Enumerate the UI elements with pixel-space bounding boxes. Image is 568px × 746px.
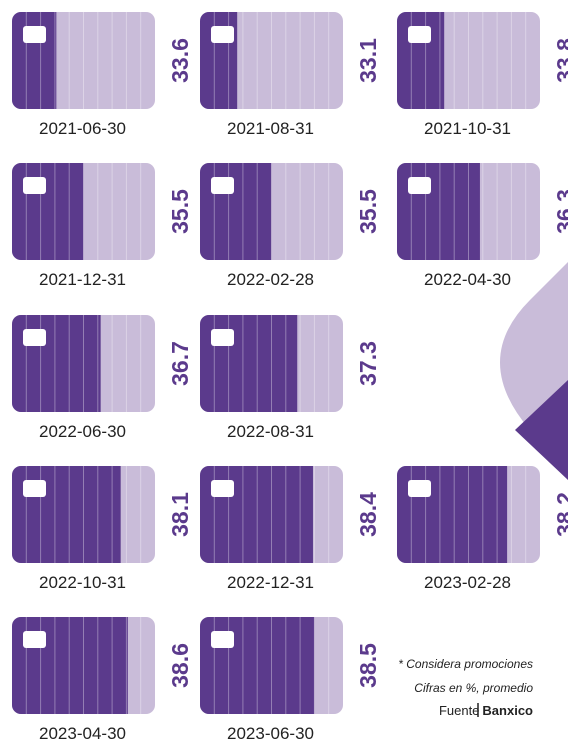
x-tick-label: 2021-12-31: [39, 270, 126, 289]
x-tick-label: 2023-04-30: [39, 724, 126, 743]
value-label: 35.5: [355, 189, 381, 234]
value-label: 38.5: [355, 643, 381, 688]
card: [12, 315, 155, 412]
x-tick-label: 2022-12-31: [227, 573, 314, 592]
card-chip: [23, 631, 46, 648]
value-label: 36.7: [167, 341, 193, 386]
x-tick-label: 2021-06-30: [39, 119, 126, 138]
note: Cifras en %, promedio: [414, 681, 533, 695]
value-label: 35.5: [167, 189, 193, 234]
x-tick-label: 2022-02-28: [227, 270, 314, 289]
card-chip: [211, 329, 234, 346]
value-label: 38.4: [355, 492, 381, 537]
x-tick-label: 2021-10-31: [424, 119, 511, 138]
x-tick-label: 2022-04-30: [424, 270, 511, 289]
value-label: 33.6: [167, 38, 193, 83]
x-tick-label: 2022-10-31: [39, 573, 126, 592]
card: [200, 466, 343, 563]
x-tick-label: 2023-06-30: [227, 724, 314, 743]
card-chip: [211, 26, 234, 43]
card: [200, 315, 343, 412]
value-label: 33.8: [552, 38, 568, 83]
value-label: 36.3: [552, 189, 568, 234]
card-chip: [23, 480, 46, 497]
x-tick-label: 2023-02-28: [424, 573, 511, 592]
card-chip: [23, 26, 46, 43]
card-chip: [23, 177, 46, 194]
value-label: 37.3: [355, 341, 381, 386]
card-chip: [211, 631, 234, 648]
card-chip: [23, 329, 46, 346]
value-label: 38.6: [167, 643, 193, 688]
card-chip: [408, 480, 431, 497]
value-label: 38.2: [552, 492, 568, 537]
decoration: [500, 262, 568, 480]
value-label: 38.1: [167, 492, 193, 537]
card-chip: [408, 177, 431, 194]
x-tick-label: 2021-08-31: [227, 119, 314, 138]
card-chip: [408, 26, 431, 43]
x-tick-label: 2022-06-30: [39, 422, 126, 441]
bar: [200, 163, 272, 260]
source-label: Fuente: [439, 703, 479, 718]
card-chip: [211, 480, 234, 497]
x-tick-label: 2022-08-31: [227, 422, 314, 441]
card-chip: [211, 177, 234, 194]
bar: [12, 163, 84, 260]
source: Fuente Banxico: [439, 703, 533, 718]
source-name: Banxico: [482, 703, 533, 718]
note: * Considera promociones: [398, 657, 533, 671]
value-label: 33.1: [355, 38, 381, 83]
